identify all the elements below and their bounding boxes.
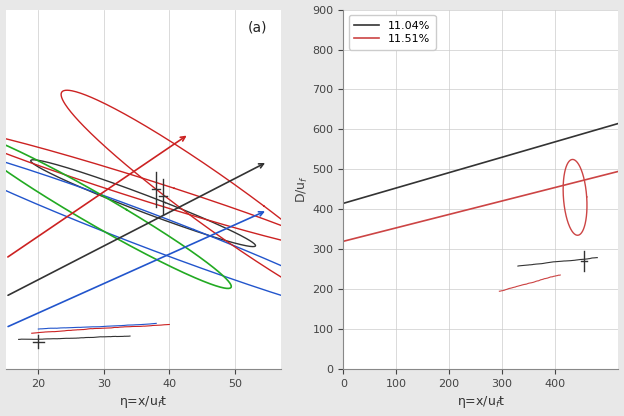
Text: (a): (a)	[248, 20, 267, 35]
X-axis label: η=x/u$_f$t: η=x/u$_f$t	[119, 394, 167, 411]
X-axis label: η=x/u$_f$t: η=x/u$_f$t	[457, 394, 505, 411]
Legend: 11.04%, 11.51%: 11.04%, 11.51%	[349, 15, 436, 50]
Y-axis label: D/u$_f$: D/u$_f$	[295, 175, 310, 203]
